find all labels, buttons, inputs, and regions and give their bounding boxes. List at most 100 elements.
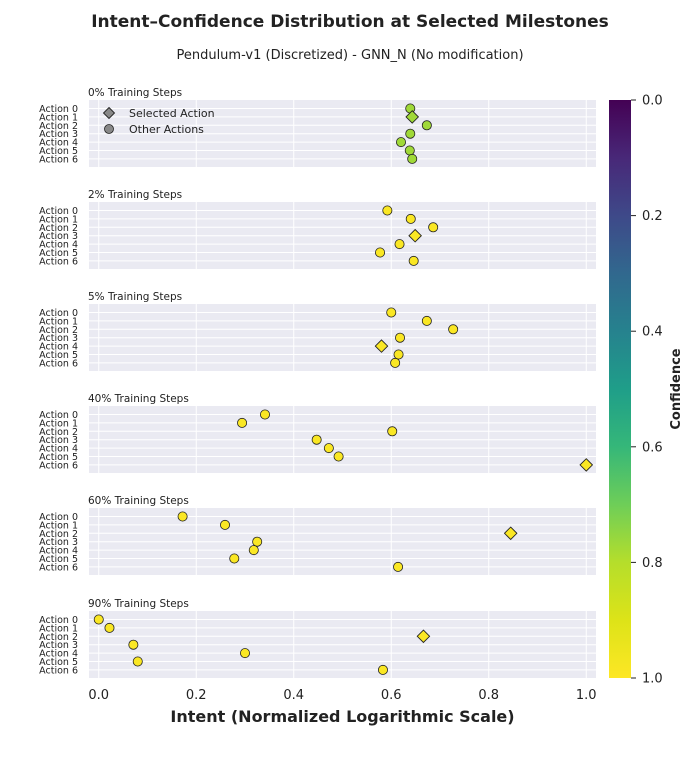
colorbar: 0.0 0.2 0.4 0.6 0.8 1.0 Confidence bbox=[609, 94, 684, 687]
other-action-marker bbox=[395, 137, 406, 148]
action-tick-label: Action 4 bbox=[39, 444, 78, 455]
colorbar-tick-label: 0.4 bbox=[642, 325, 663, 340]
panel-label: 40% Training Steps bbox=[88, 393, 189, 405]
panel-label: 0% Training Steps bbox=[88, 87, 182, 99]
legend-selected-marker bbox=[102, 106, 116, 120]
action-tick-label: Action 1 bbox=[39, 520, 78, 531]
other-action-marker bbox=[405, 213, 416, 224]
other-action-marker bbox=[390, 357, 401, 368]
action-tick-label: Action 4 bbox=[39, 138, 78, 149]
selected-action-marker bbox=[405, 110, 420, 124]
action-tick-label: Action 6 bbox=[39, 154, 78, 165]
other-action-marker bbox=[323, 443, 334, 454]
legend-other-label: Other Actions bbox=[129, 123, 204, 136]
legend-other-marker bbox=[104, 124, 114, 134]
other-action-marker bbox=[386, 307, 397, 318]
action-tick-label: Action 1 bbox=[39, 418, 78, 429]
chart-title: Intent–Confidence Distribution at Select… bbox=[91, 12, 609, 32]
other-action-marker bbox=[395, 332, 406, 343]
selected-action-marker bbox=[579, 458, 594, 472]
colorbar-tick-label: 0.8 bbox=[642, 556, 663, 571]
action-tick-label: Action 2 bbox=[39, 121, 78, 132]
action-tick-label: Action 4 bbox=[39, 342, 78, 353]
action-tick-label: Action 2 bbox=[39, 223, 78, 234]
action-tick-label: Action 0 bbox=[39, 104, 78, 115]
legend: Selected Action Other Actions bbox=[102, 106, 215, 136]
action-tick-label: Action 2 bbox=[39, 632, 78, 643]
action-tick-label: Action 0 bbox=[39, 308, 78, 319]
action-tick-label: Action 6 bbox=[39, 562, 78, 573]
other-action-marker bbox=[393, 561, 404, 572]
other-action-marker bbox=[333, 451, 344, 462]
action-tick-label: Action 0 bbox=[39, 615, 78, 626]
selected-action-marker bbox=[374, 339, 389, 353]
action-tick-label: Action 5 bbox=[39, 350, 78, 361]
other-action-marker bbox=[421, 120, 432, 131]
x-axis-label: Intent (Normalized Logarithmic Scale) bbox=[170, 707, 514, 726]
x-tick-label: 0.0 bbox=[88, 688, 109, 703]
other-action-marker bbox=[220, 519, 231, 530]
other-action-marker bbox=[394, 239, 405, 250]
colorbar-gradient bbox=[609, 100, 631, 678]
other-action-marker bbox=[387, 426, 398, 437]
action-tick-label: Action 2 bbox=[39, 529, 78, 540]
colorbar-label: Confidence bbox=[669, 348, 684, 429]
other-action-marker bbox=[237, 417, 248, 428]
other-action-marker bbox=[408, 255, 419, 266]
action-tick-label: Action 3 bbox=[39, 640, 78, 651]
action-tick-label: Action 1 bbox=[39, 623, 78, 634]
x-axis: 0.0 0.2 0.4 0.6 0.8 1.0 Intent (Normalized Log… bbox=[88, 688, 596, 726]
action-tick-label: Action 5 bbox=[39, 248, 78, 259]
other-action-marker bbox=[104, 622, 115, 633]
other-action-marker bbox=[128, 639, 139, 650]
panel-label: 2% Training Steps bbox=[88, 189, 182, 201]
other-action-marker bbox=[229, 553, 240, 564]
x-tick-label: 0.8 bbox=[478, 688, 499, 703]
other-action-marker bbox=[421, 315, 432, 326]
action-tick-label: Action 3 bbox=[39, 129, 78, 140]
other-action-marker bbox=[252, 536, 263, 547]
action-tick-label: Action 3 bbox=[39, 231, 78, 242]
action-tick-label: Action 4 bbox=[39, 240, 78, 251]
other-action-marker bbox=[93, 614, 104, 625]
colorbar-tick-label: 0.0 bbox=[642, 94, 663, 109]
selected-action-marker bbox=[416, 629, 431, 644]
panel-label: 60% Training Steps bbox=[88, 495, 189, 507]
other-action-marker bbox=[132, 656, 143, 667]
chart-subtitle: Pendulum-v1 (Discretized) - GNN_N (No mo… bbox=[176, 48, 524, 63]
action-tick-label: Action 5 bbox=[39, 657, 78, 668]
selected-action-marker bbox=[503, 526, 518, 541]
action-tick-label: Action 1 bbox=[39, 214, 78, 225]
other-action-marker bbox=[377, 664, 388, 675]
action-tick-label: Action 0 bbox=[39, 410, 78, 421]
x-tick-label: 0.6 bbox=[381, 688, 402, 703]
other-action-marker bbox=[259, 409, 270, 420]
other-action-marker bbox=[311, 434, 322, 445]
selected-action-marker bbox=[408, 228, 422, 243]
action-tick-label: Action 5 bbox=[39, 452, 78, 463]
legend-selected-label: Selected Action bbox=[129, 107, 215, 120]
panel-label: 90% Training Steps bbox=[88, 598, 189, 610]
action-tick-label: Action 3 bbox=[39, 333, 78, 344]
action-tick-label: Action 5 bbox=[39, 554, 78, 565]
x-tick-label: 1.0 bbox=[576, 688, 597, 703]
action-tick-label: Action 2 bbox=[39, 427, 78, 438]
other-action-marker bbox=[239, 648, 250, 659]
action-tick-label: Action 4 bbox=[39, 546, 78, 557]
colorbar-tick-label: 0.6 bbox=[642, 440, 663, 455]
action-tick-label: Action 5 bbox=[39, 146, 78, 157]
other-action-marker bbox=[375, 247, 386, 258]
action-tick-label: Action 6 bbox=[39, 460, 78, 471]
other-action-marker bbox=[428, 222, 439, 233]
action-tick-label: Action 0 bbox=[39, 512, 78, 523]
action-tick-label: Action 4 bbox=[39, 649, 78, 660]
action-tick-label: Action 1 bbox=[39, 316, 78, 327]
other-action-marker bbox=[407, 153, 418, 164]
other-action-marker bbox=[248, 545, 259, 556]
action-tick-label: Action 3 bbox=[39, 435, 78, 446]
